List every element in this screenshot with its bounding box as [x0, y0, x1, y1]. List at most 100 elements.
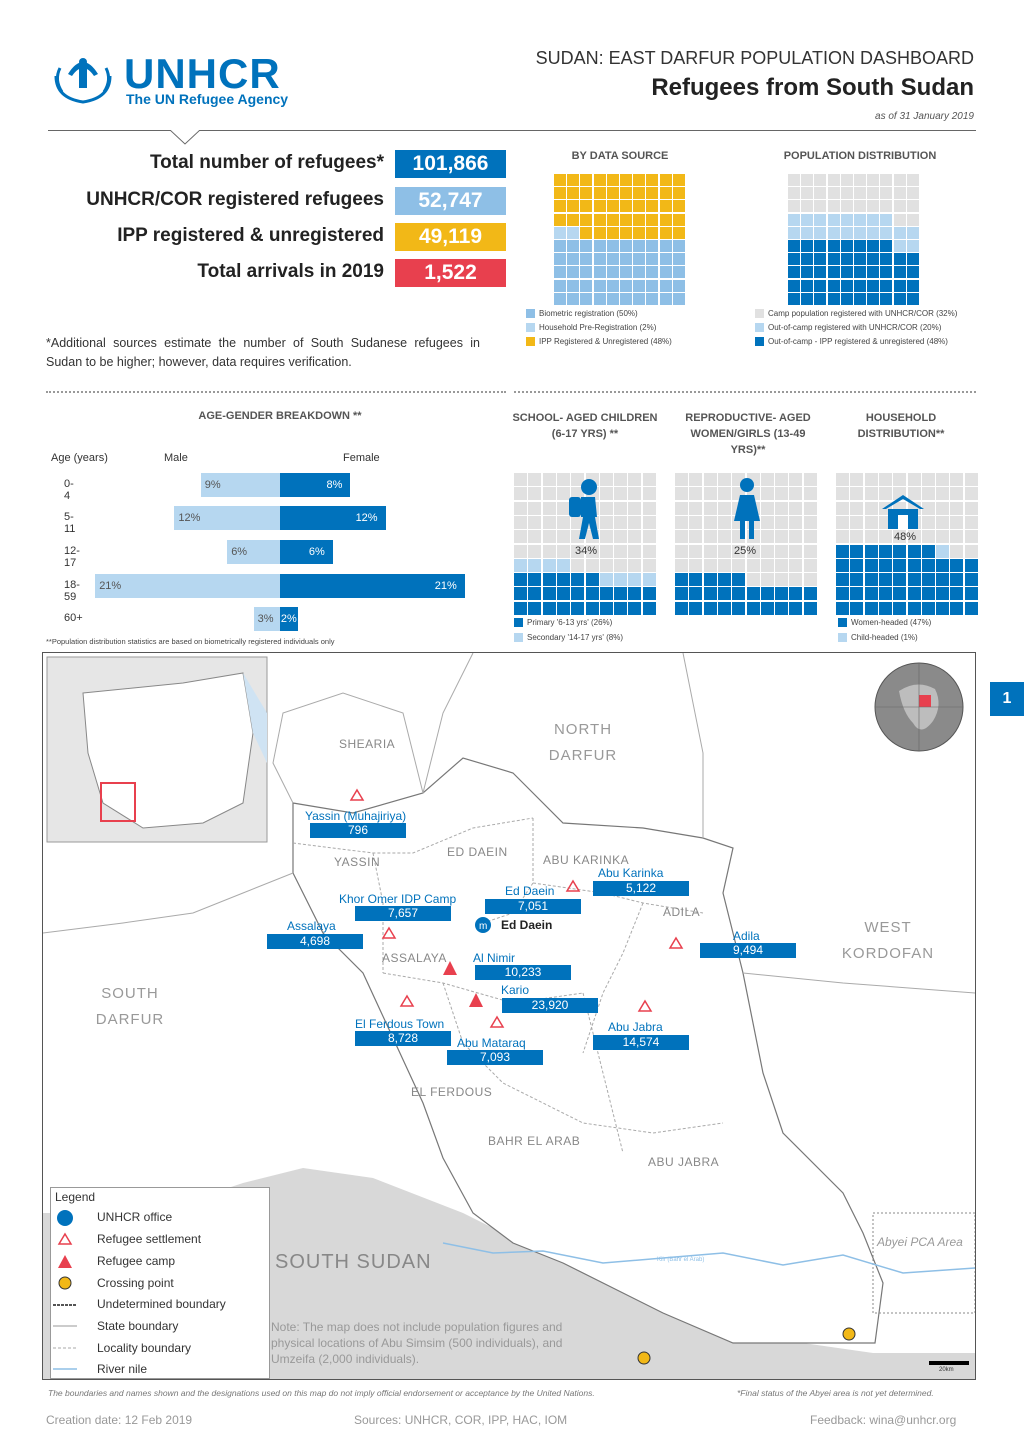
waffle-cell [878, 601, 892, 615]
waffle-cell [672, 213, 685, 226]
site-value[interactable]: 5,122 [593, 881, 689, 896]
waffle-cell [633, 279, 646, 292]
waffle-cell [514, 558, 527, 572]
waffle-cell [893, 530, 907, 544]
waffle-cell [746, 558, 760, 572]
female-bar: 2% [280, 607, 298, 631]
waffle-cell [850, 601, 864, 615]
waffle-cell [936, 587, 950, 601]
east-darfur-map[interactable]: NORTH DARFUR WEST KORDOFAN SOUTH DARFUR … [42, 652, 976, 1380]
waffle-cell [854, 174, 866, 186]
waffle-cell [542, 601, 556, 615]
waffle-cell [893, 292, 906, 305]
waffle-cell [801, 253, 814, 266]
waffle-cell [633, 253, 646, 266]
waffle-cell [867, 226, 880, 239]
waffle-cell [840, 240, 853, 252]
waffle-cell [950, 558, 964, 572]
reproductive-title: REPRODUCTIVE- AGED WOMEN/GIRLS (13-49 YR… [685, 412, 811, 456]
household-pct: 48% [893, 531, 917, 543]
locality-abu-jabra: ABU JABRA [648, 1155, 720, 1169]
site-value[interactable]: 10,233 [475, 965, 571, 980]
pop-legend-camp: Camp population registered with UNHCR/CO… [755, 309, 957, 319]
female-bar: 6% [280, 540, 333, 564]
refugee-note: *Additional sources estimate the number … [46, 336, 480, 369]
waffle-cell [880, 200, 893, 213]
waffle-cell [717, 573, 731, 587]
waffle-cell [659, 279, 672, 292]
site-value[interactable]: 7,051 [485, 899, 581, 914]
waffle-cell [580, 292, 593, 305]
waffle-cell [593, 279, 606, 292]
waffle-cell [850, 501, 864, 515]
waffle-cell [893, 240, 906, 252]
waffle-cell [614, 601, 628, 615]
waffle-cell [814, 240, 827, 252]
female-bar: 21% [280, 574, 465, 598]
waffle-cell [921, 530, 935, 544]
site-value[interactable]: 7,657 [355, 906, 451, 921]
waffle-cell [936, 530, 950, 544]
site-value[interactable]: 796 [310, 823, 406, 838]
waffle-cell [593, 292, 606, 305]
waffle-cell [878, 587, 892, 601]
site-value[interactable]: 7,093 [447, 1050, 543, 1065]
waffle-cell [801, 292, 814, 305]
waffle-cell [854, 240, 866, 252]
waffle-cell [628, 530, 642, 544]
legend-label: Out-of-camp registered with UNHCR/COR (2… [768, 323, 942, 332]
waffle-cell [571, 573, 585, 587]
site-value[interactable]: 8,728 [355, 1031, 451, 1046]
site-value[interactable]: 14,574 [593, 1035, 689, 1050]
waffle-cell [528, 473, 542, 486]
waffle-cell [675, 530, 688, 544]
waffle-cell [864, 558, 878, 572]
house-icon [882, 495, 924, 529]
waffle-cell [646, 187, 659, 200]
waffle-cell [675, 515, 688, 529]
waffle-cell [840, 213, 853, 226]
waffle-cell [689, 501, 703, 515]
waffle-cell [893, 573, 907, 587]
waffle-cell [620, 240, 632, 252]
site-value[interactable]: 4,698 [267, 934, 363, 949]
legend-crossing-point: Crossing point [97, 1276, 174, 1290]
waffle-cell [672, 253, 685, 266]
waffle-cell [646, 213, 659, 226]
waffle-cell [642, 544, 656, 558]
waffle-cell [633, 213, 646, 226]
waffle-cell [921, 501, 935, 515]
locality-assalaya: ASSALAYA [382, 951, 447, 965]
site-value[interactable]: 9,494 [700, 943, 796, 958]
waffle-cell [880, 187, 893, 200]
waffle-cell [614, 587, 628, 601]
waffle-cell [746, 544, 760, 558]
waffle-cell [599, 544, 613, 558]
region-label: SOUTH DARFUR [95, 985, 165, 1028]
waffle-cell [646, 200, 659, 213]
waffle-cell [893, 174, 906, 186]
waffle-cell [788, 174, 800, 186]
waffle-cell [801, 213, 814, 226]
waffle-cell [614, 487, 628, 501]
waffle-cell [936, 473, 950, 486]
waffle-cell [775, 501, 789, 515]
waffle-cell [814, 213, 827, 226]
footer-feedback[interactable]: Feedback: wina@unhcr.org [810, 1413, 956, 1427]
waffle-cell [628, 473, 642, 486]
legend-unhcr-office: UNHCR office [97, 1210, 173, 1224]
waffle-cell [906, 266, 919, 279]
waffle-cell [689, 601, 703, 615]
locality-ed-daein: ED DAEIN [447, 845, 508, 859]
waffle-cell [867, 174, 880, 186]
age-group-label: 60+ [64, 612, 83, 624]
waffle-cell [827, 279, 840, 292]
waffle-cell [599, 487, 613, 501]
waffle-cell [789, 544, 803, 558]
waffle-cell [964, 473, 978, 486]
waffle-cell [814, 279, 827, 292]
waffle-cell [864, 487, 878, 501]
site-value[interactable]: 23,920 [502, 998, 598, 1013]
waffle-cell [854, 200, 866, 213]
waffle-cell [760, 530, 774, 544]
